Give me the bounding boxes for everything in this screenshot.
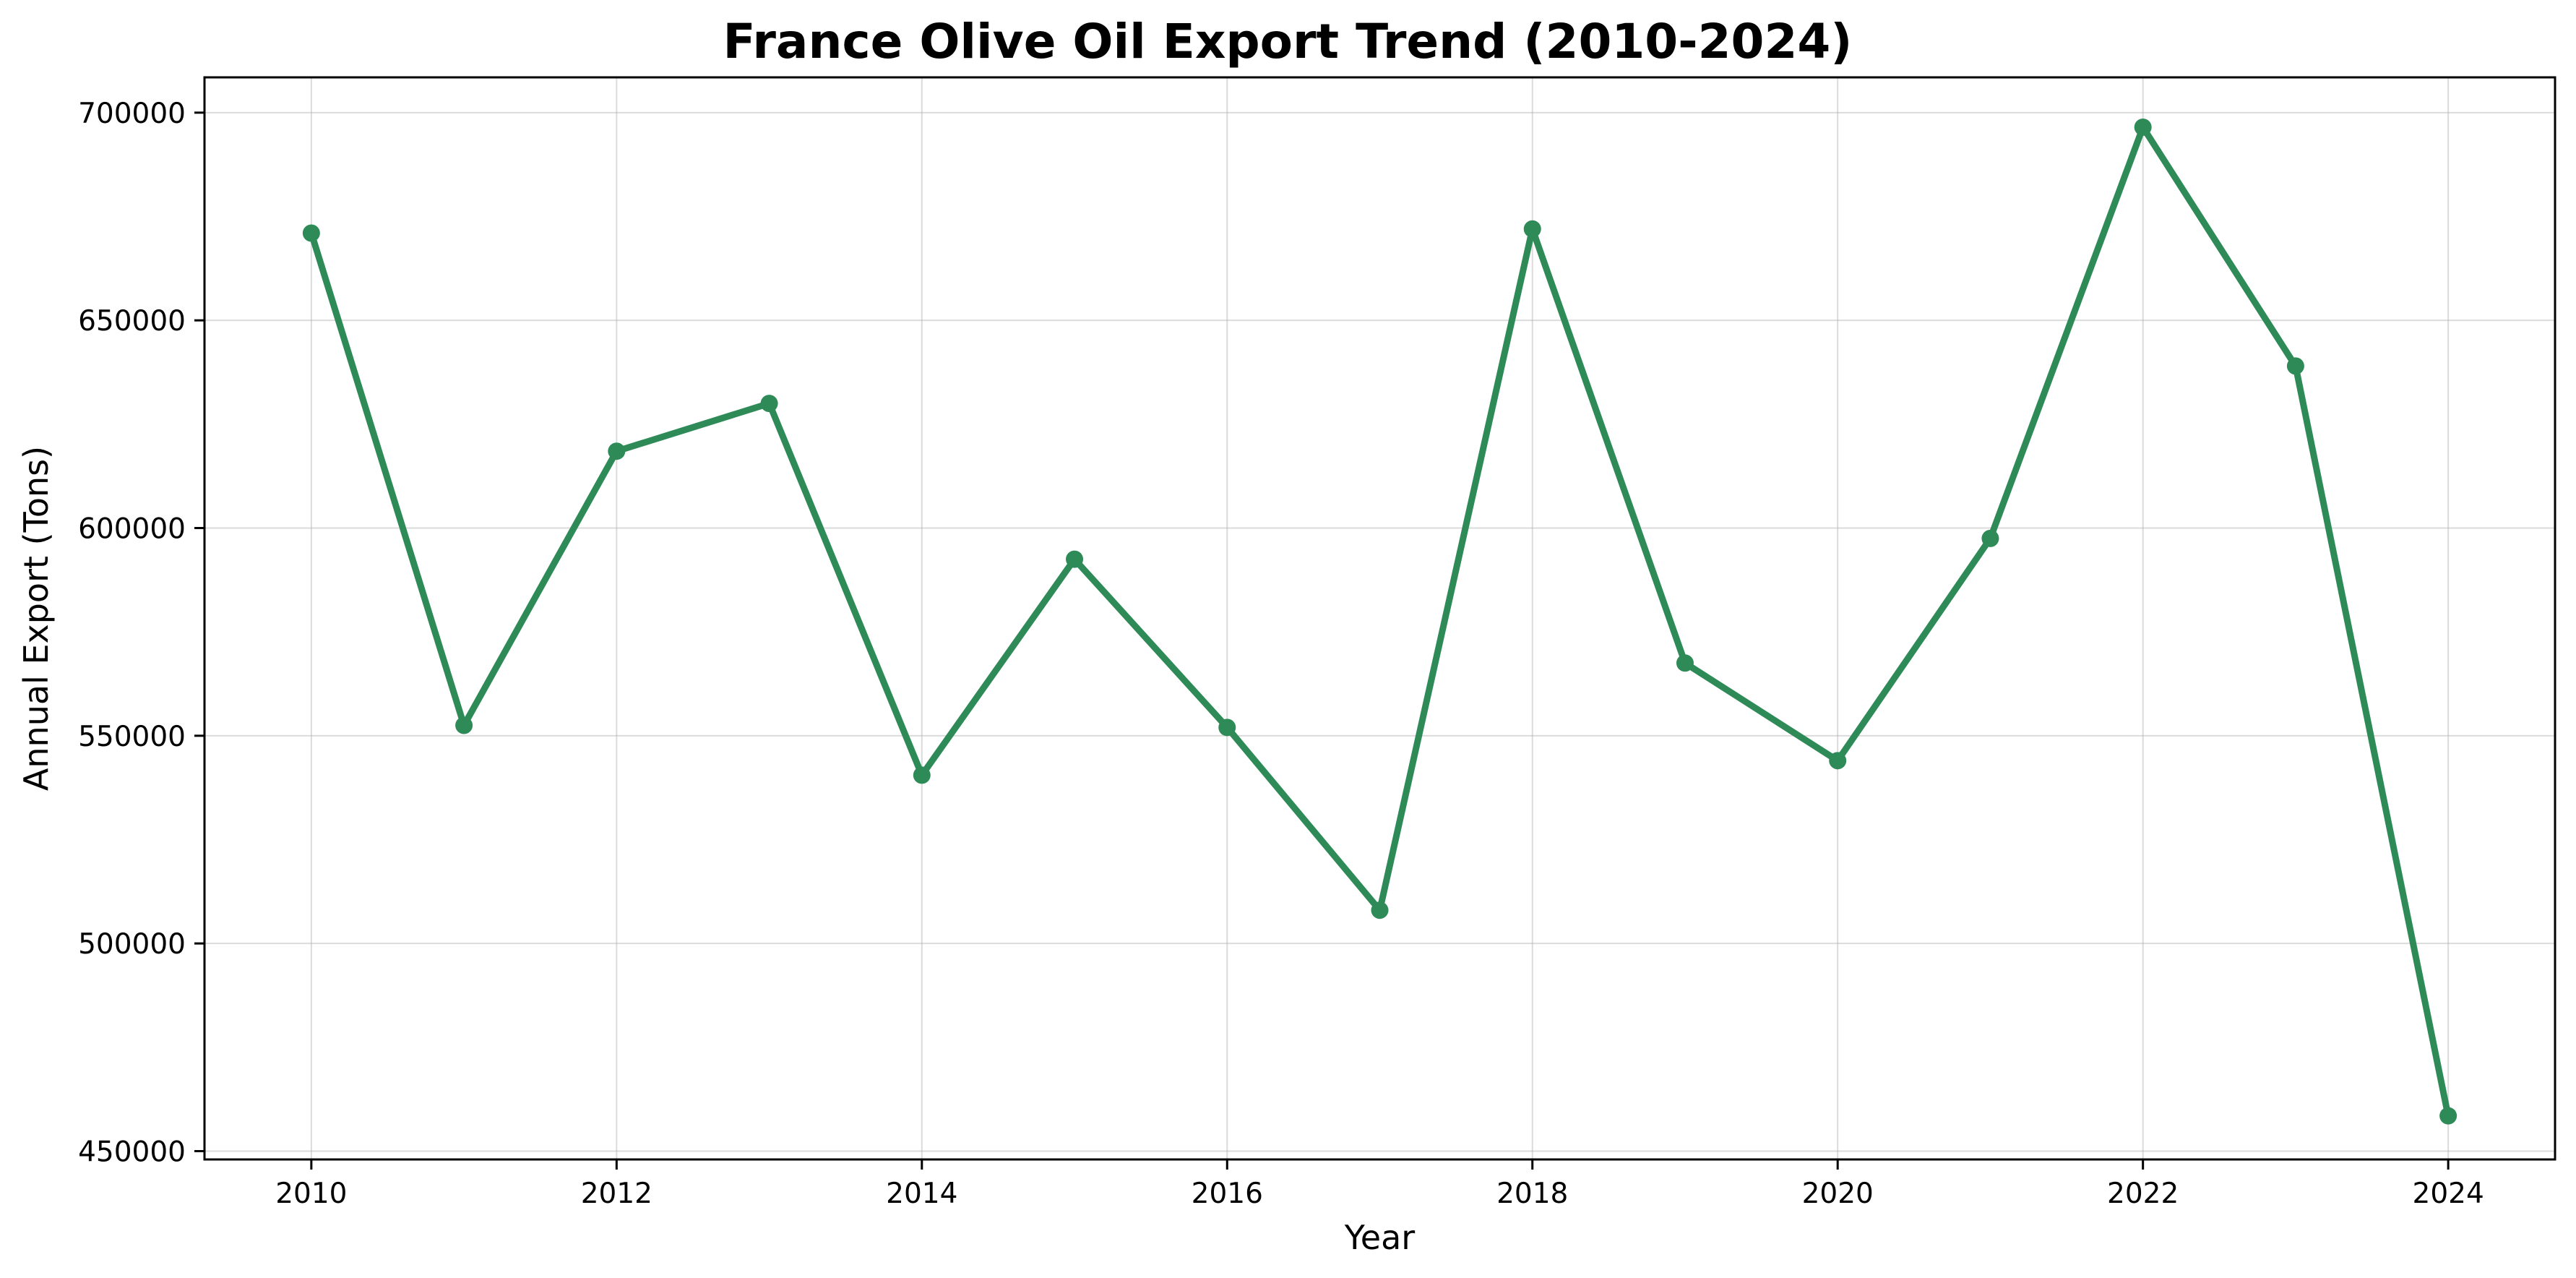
- y-tick-label: 600000: [78, 513, 186, 546]
- y-tick-label: 500000: [78, 928, 186, 961]
- x-tick-label: 2018: [1496, 1178, 1568, 1210]
- data-point: [302, 224, 320, 242]
- series-layer: [302, 118, 2457, 1125]
- y-tick-label: 450000: [78, 1136, 186, 1169]
- x-tick-label: 2020: [1802, 1178, 1874, 1210]
- x-axis-ticks: 2010 2012 2014 2016 2018 2020 2022 2024: [275, 1159, 2484, 1210]
- plot-frame: [203, 76, 2556, 1161]
- x-tick-label: 2022: [2107, 1178, 2179, 1210]
- data-point: [1829, 752, 1847, 770]
- y-tick-label: 700000: [78, 98, 186, 130]
- x-tick-label: 2010: [275, 1178, 347, 1210]
- grid-lines: [204, 77, 2555, 1159]
- x-tick-label: 2014: [886, 1178, 957, 1210]
- x-tick-label: 2016: [1192, 1178, 1263, 1210]
- y-axis-label: Annual Export (Tons): [17, 446, 56, 791]
- data-point: [2439, 1107, 2457, 1125]
- data-point: [608, 442, 626, 460]
- data-point: [913, 766, 931, 784]
- data-point: [760, 395, 778, 413]
- data-point: [2286, 357, 2304, 375]
- data-point: [1218, 719, 1236, 737]
- chart-title: France Olive Oil Export Trend (2010-2024…: [723, 14, 1853, 69]
- y-tick-label: 550000: [78, 721, 186, 753]
- data-point: [1371, 901, 1389, 919]
- x-tick-label: 2012: [581, 1178, 652, 1210]
- data-point: [1981, 529, 1999, 547]
- series-line: [308, 124, 2452, 1120]
- data-point: [455, 716, 473, 734]
- y-axis-ticks: 450000 500000 550000 600000 650000 700000: [78, 98, 204, 1169]
- data-point: [1523, 220, 1541, 238]
- data-point: [1676, 654, 1694, 672]
- data-point: [1066, 550, 1084, 568]
- data-point: [2134, 118, 2152, 136]
- y-tick-label: 650000: [78, 305, 186, 338]
- x-tick-label: 2024: [2413, 1178, 2484, 1210]
- x-axis-label: Year: [1344, 1218, 1415, 1257]
